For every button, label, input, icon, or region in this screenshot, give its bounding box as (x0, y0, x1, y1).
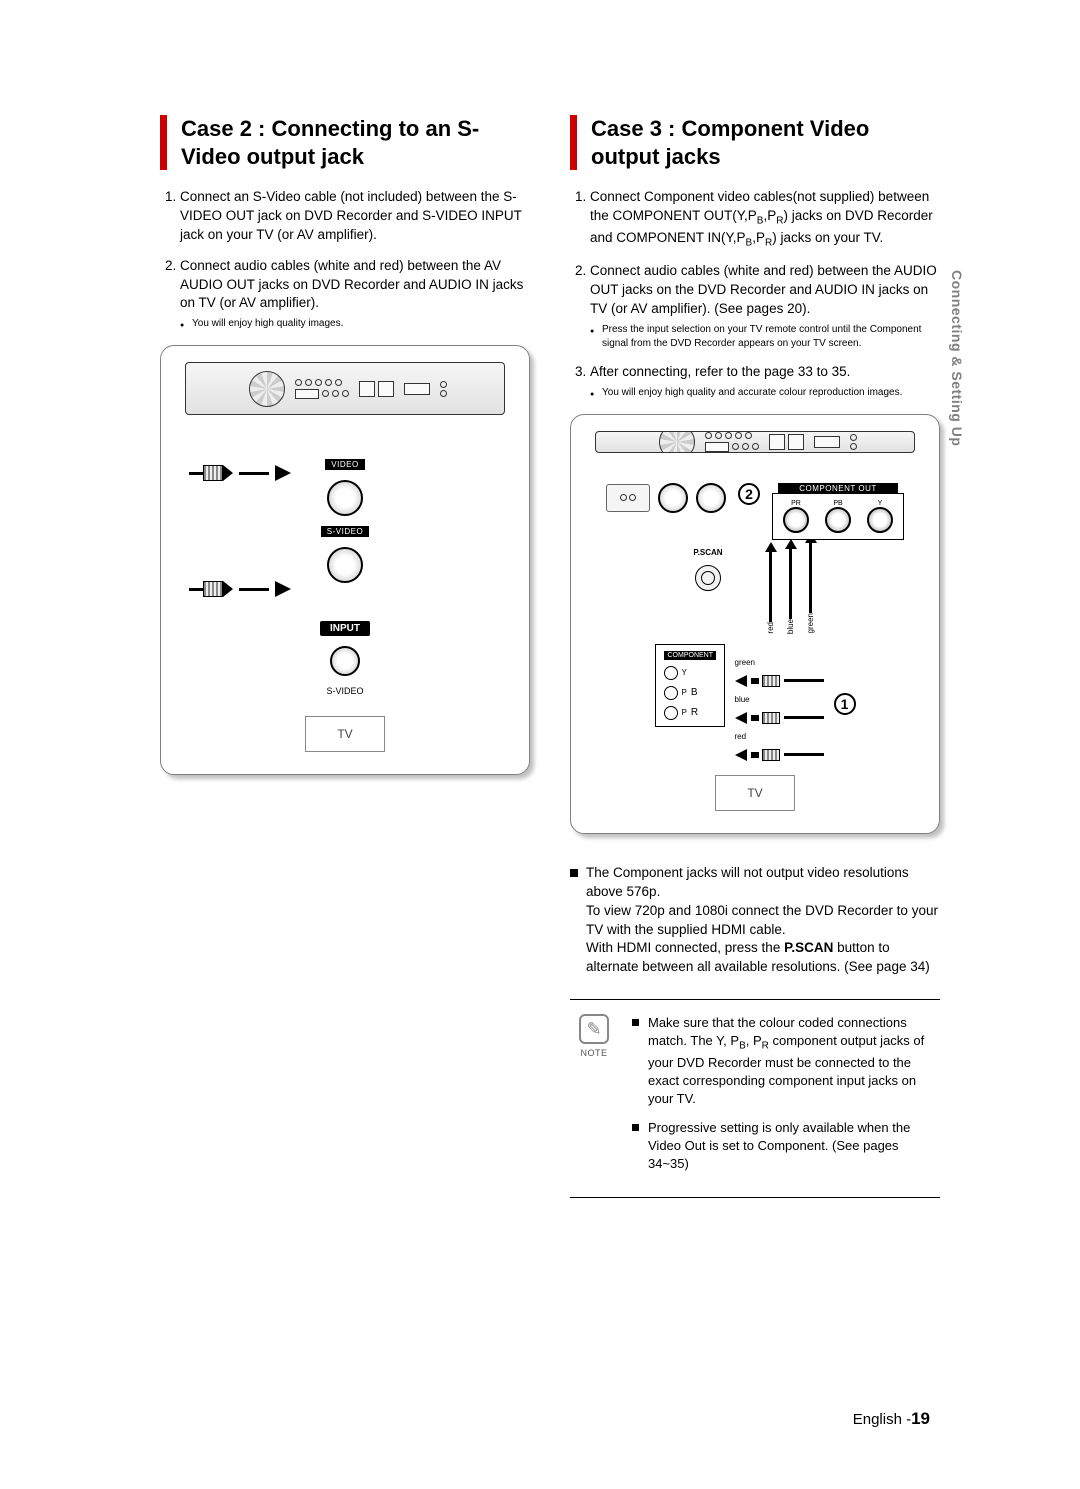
note-list: Make sure that the colour coded connecti… (632, 1014, 936, 1183)
component-note-list: The Component jacks will not output vide… (570, 864, 940, 977)
case3-step3: After connecting, refer to the page 33 t… (590, 363, 940, 400)
case2-steps: Connect an S-Video cable (not included) … (160, 188, 530, 331)
pscan-label: P.SCAN (693, 548, 722, 557)
arrow-left-icon (735, 712, 747, 724)
component-wires: red blue green (765, 554, 817, 634)
pb-jack-icon (825, 507, 851, 533)
case3-step3-sublist: You will enjoy high quality and accurate… (590, 386, 940, 400)
note-icon: ✎ (579, 1014, 609, 1044)
plug-bottom (189, 581, 291, 597)
case3-steps: Connect Component video cables(not suppl… (570, 188, 940, 400)
input-jack-icon (330, 646, 360, 676)
marker-2: 2 (738, 483, 760, 505)
page-footer: English -19 (853, 1409, 930, 1429)
fan-icon (249, 371, 285, 407)
case2-heading: Case 2 : Connecting to an S-Video output… (160, 115, 530, 170)
section-tab: Connecting & Setting Up (949, 270, 965, 446)
two-column-layout: Case 2 : Connecting to an S-Video output… (160, 115, 940, 1198)
footer-page-number: 19 (911, 1409, 930, 1428)
case2-step2: Connect audio cables (white and red) bet… (180, 257, 530, 332)
video-jack-icon (327, 480, 363, 516)
dvd-recorder-rear (185, 362, 505, 415)
pscan-area-jack (658, 483, 688, 513)
svideo-small-label: S-VIDEO (326, 686, 363, 696)
case3-step2-sublist: Press the input selection on your TV rem… (590, 323, 940, 351)
component-out-jacks: PR PB Y (772, 493, 904, 540)
tv-box-2: TV (715, 775, 795, 811)
note-item-1: Make sure that the colour coded connecti… (632, 1014, 936, 1108)
footer-lang: English - (853, 1411, 911, 1428)
pscan-area-jack2 (696, 483, 726, 513)
tv-box: TV (305, 716, 385, 752)
component-panel: 2 COMPONENT OUT PR PB Y P.SCAN (581, 471, 929, 811)
svideo-diagram: VIDEO S-VIDEO INPUT S-VIDEO TV (160, 345, 530, 775)
case2-step2-sub1: You will enjoy high quality images. (180, 317, 530, 331)
case3-step2: Connect audio cables (white and red) bet… (590, 262, 940, 351)
note-block: ✎ NOTE Make sure that the colour coded c… (570, 999, 940, 1198)
svideo-jack-icon (327, 547, 363, 583)
left-column: Case 2 : Connecting to an S-Video output… (160, 115, 530, 1198)
case3-step2-sub1: Press the input selection on your TV rem… (590, 323, 940, 351)
tv-component-inputs: COMPONENT Y PB PR (655, 644, 725, 727)
component-note: The Component jacks will not output vide… (570, 864, 940, 977)
arrow-up-icon (785, 539, 797, 549)
pr-jack-icon (783, 507, 809, 533)
plug-top (189, 465, 291, 481)
note-item-2: Progressive setting is only available wh… (632, 1119, 936, 1174)
y-jack-icon (867, 507, 893, 533)
plug-illustrations (189, 465, 291, 597)
jack-panel: VIDEO S-VIDEO INPUT S-VIDEO TV (280, 459, 410, 752)
fan-icon (659, 431, 695, 453)
video-label: VIDEO (325, 459, 364, 470)
manual-page: Connecting & Setting Up Case 2 : Connect… (0, 0, 1080, 1489)
marker-1: 1 (834, 693, 856, 715)
pscan-button-icon (695, 565, 721, 591)
arrow-up-icon (765, 542, 777, 552)
case3-step1: Connect Component video cables(not suppl… (590, 188, 940, 250)
right-column: Case 3 : Component Video output jacks Co… (570, 115, 940, 1198)
input-label: INPUT (320, 621, 370, 636)
svideo-label: S-VIDEO (321, 526, 369, 537)
note-label: NOTE (574, 1048, 614, 1058)
case2-step1: Connect an S-Video cable (not included) … (180, 188, 530, 245)
tv-component-label: COMPONENT (664, 651, 716, 660)
case3-step3-sub1: You will enjoy high quality and accurate… (590, 386, 940, 400)
case2-step2-text: Connect audio cables (white and red) bet… (180, 258, 523, 311)
arrow-left-icon (735, 675, 747, 687)
case3-heading: Case 3 : Component Video output jacks (570, 115, 940, 170)
case2-step2-sublist: You will enjoy high quality images. (180, 317, 530, 331)
arrow-left-icon (735, 749, 747, 761)
dvd-recorder-rear-2 (595, 431, 915, 453)
component-diagram: 2 COMPONENT OUT PR PB Y P.SCAN (570, 414, 940, 834)
